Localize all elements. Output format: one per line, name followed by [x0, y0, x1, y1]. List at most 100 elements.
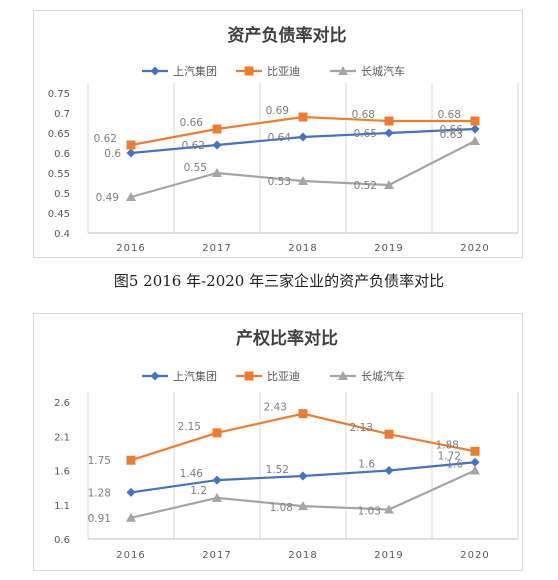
data-point	[298, 176, 308, 185]
data-label: 2.13	[350, 422, 373, 434]
data-point	[384, 180, 394, 189]
legend-item: 长城汽车	[330, 64, 405, 78]
y-tick-label: 2.6	[54, 398, 70, 409]
chart-title: 资产负债率对比	[228, 25, 347, 46]
data-point	[212, 124, 222, 134]
legend-marker	[338, 66, 348, 75]
y-tick-label: 0.55	[48, 169, 70, 180]
legend-item: 长城汽车	[330, 369, 405, 383]
legend-label: 上汽集团	[173, 369, 217, 383]
x-tick-label: 2017	[202, 243, 231, 254]
data-label: 1.75	[88, 455, 111, 467]
data-label: 0.62	[94, 133, 117, 145]
series-3: 0.91 1.2 1.08 1.03 1.6	[88, 459, 480, 525]
y-tick-label: 0.65	[48, 129, 70, 140]
legend-label: 上汽集团	[173, 64, 217, 78]
legend-marker	[244, 66, 254, 76]
data-label: 0.91	[88, 513, 111, 525]
debt-ratio-chart-panel: 资产负债率对比 上汽集团 比亚迪 长城汽车 0.4 0.45 0.5 0.55 0.6 0.65 0…	[33, 10, 523, 258]
data-label: 2.15	[178, 421, 201, 433]
data-label: 0.65	[354, 128, 377, 140]
legend-label: 长城汽车	[361, 369, 405, 383]
data-label: 1.88	[436, 439, 459, 451]
y-tick-label: 0.45	[48, 209, 70, 220]
y-tick-label: 0.5	[54, 189, 70, 200]
legend-label: 比亚迪	[267, 65, 300, 78]
data-label: 1.03	[358, 506, 381, 518]
data-point	[126, 487, 136, 497]
data-label: 0.68	[352, 109, 375, 121]
data-point	[298, 112, 308, 122]
legend-item: 比亚迪	[236, 65, 300, 78]
data-label: 0.63	[440, 129, 463, 141]
x-tick-label: 2017	[202, 550, 231, 561]
data-label: 0.66	[440, 124, 464, 136]
y-tick-label: 0.75	[48, 89, 70, 100]
legend-label: 长城汽车	[361, 64, 405, 78]
data-point	[470, 136, 480, 145]
data-label: 0.6	[104, 148, 121, 160]
x-tick-label: 2020	[460, 550, 489, 561]
chart-title: 产权比率对比	[236, 328, 338, 349]
data-point	[470, 124, 480, 134]
data-point	[212, 492, 222, 502]
data-label: 1.28	[88, 487, 111, 499]
data-point	[298, 471, 308, 481]
y-tick-label: 1.1	[54, 501, 70, 512]
equity-ratio-chart-panel: 产权比率对比 上汽集团 比亚迪 长城汽车 0.6 1.1 1.6 2.1 2.6 2016 2017…	[33, 313, 523, 571]
legend-marker	[150, 371, 160, 381]
legend-marker	[150, 66, 160, 76]
data-point	[298, 501, 308, 511]
data-point	[126, 455, 136, 465]
data-point	[384, 128, 394, 138]
data-label: 2.43	[264, 402, 287, 414]
x-tick-label: 2019	[374, 243, 403, 254]
data-label: 0.53	[268, 176, 291, 188]
y-tick-label: 0.6	[54, 149, 70, 160]
data-label: 0.55	[184, 162, 207, 174]
data-label: 0.66	[180, 117, 204, 129]
data-point	[126, 192, 136, 201]
data-label: 0.69	[266, 105, 289, 117]
data-point	[126, 512, 136, 522]
x-tick-label: 2018	[288, 243, 317, 254]
data-label: 0.49	[96, 192, 119, 204]
data-point	[384, 504, 394, 514]
data-point	[470, 446, 480, 456]
data-point	[212, 475, 222, 485]
y-tick-label: 1.6	[54, 467, 70, 478]
legend-item: 上汽集团	[142, 64, 217, 78]
data-label: 0.64	[268, 132, 292, 144]
x-tick-label: 2018	[288, 550, 317, 561]
data-label: 0.52	[354, 180, 377, 192]
data-point	[384, 116, 394, 126]
data-label: 1.72	[438, 450, 461, 462]
data-point	[298, 132, 308, 142]
data-point	[212, 428, 222, 438]
y-tick-label: 2.1	[54, 432, 70, 443]
y-tick-label: 0.4	[54, 229, 70, 240]
legend-marker	[244, 371, 254, 381]
series-1: 1.281.46 1.52 1.61.72	[88, 450, 480, 499]
series-1: 0.6 0.62 0.64 0.65 0.66	[104, 124, 480, 160]
data-point	[384, 429, 394, 439]
data-point	[212, 140, 222, 150]
data-label: 1.6	[358, 459, 375, 471]
x-tick-label: 2016	[116, 243, 145, 254]
legend-item: 上汽集团	[142, 369, 217, 383]
legend-marker	[338, 371, 348, 380]
data-point	[384, 466, 394, 475]
series-2: 1.75 2.15 2.43 2.13 1.88	[88, 402, 480, 467]
series-3: 0.49 0.55 0.53 0.52 0.63	[96, 129, 480, 204]
data-label: 0.62	[182, 140, 205, 152]
legend-label: 比亚迪	[267, 370, 300, 383]
data-point	[126, 140, 136, 150]
data-point	[470, 457, 480, 467]
data-point	[126, 148, 136, 158]
data-point	[470, 116, 480, 126]
figure-caption: 图5 2016 年-2020 年三家企业的资产负债率对比	[113, 272, 445, 290]
legend-item: 比亚迪	[236, 370, 300, 383]
y-tick-label: 0.6	[54, 535, 70, 546]
